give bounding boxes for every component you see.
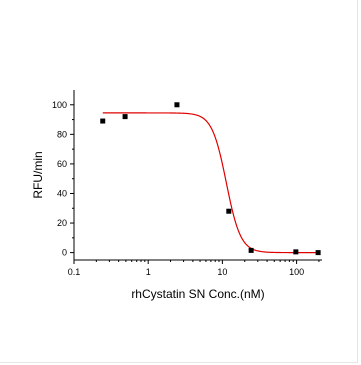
data-point	[293, 249, 299, 255]
x-tick-label: 1	[146, 267, 151, 277]
y-axis-title: RFU/min	[31, 151, 45, 198]
fit-curve-layer	[102, 112, 319, 254]
y-tick-label: 20	[57, 218, 67, 228]
y-tick-label: 40	[57, 188, 67, 198]
y-tick-label: 100	[52, 100, 67, 110]
x-tick-label: 0.1	[68, 267, 81, 277]
data-points-layer	[100, 102, 321, 256]
data-point	[226, 208, 232, 214]
data-point	[174, 102, 180, 108]
y-tick-label: 0	[62, 248, 67, 258]
x-tick-label: 100	[289, 267, 304, 277]
data-point	[315, 250, 321, 256]
x-axis-title: rhCystatin SN Conc.(nM)	[131, 287, 264, 301]
y-tick-label: 60	[57, 159, 67, 169]
data-point	[100, 118, 106, 124]
fit-curve	[102, 112, 319, 254]
data-point	[122, 114, 128, 120]
x-tick-label: 10	[217, 267, 227, 277]
axes: 0 20 40 60 80 100 0.1 1 10 100	[52, 90, 322, 277]
y-tick-label: 80	[57, 129, 67, 139]
data-point	[248, 247, 254, 253]
